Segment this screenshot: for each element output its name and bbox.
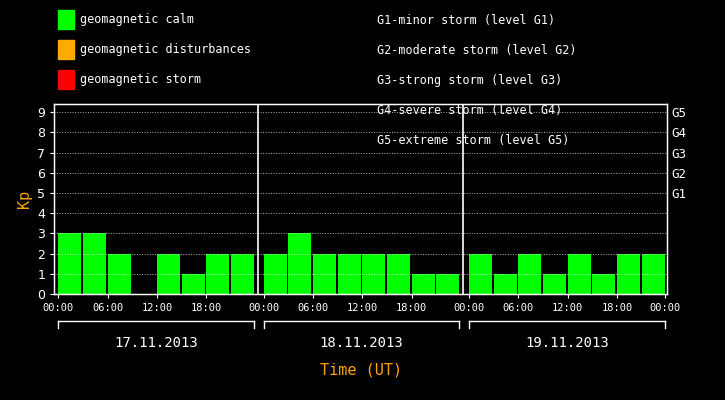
Text: 18.11.2013: 18.11.2013 <box>320 336 403 350</box>
Text: geomagnetic storm: geomagnetic storm <box>80 73 201 86</box>
Bar <box>494 274 517 294</box>
Y-axis label: Kp: Kp <box>17 190 32 208</box>
Bar <box>642 254 665 294</box>
Text: Time (UT): Time (UT) <box>320 362 402 378</box>
Text: geomagnetic calm: geomagnetic calm <box>80 13 194 26</box>
Text: 17.11.2013: 17.11.2013 <box>115 336 198 350</box>
Bar <box>617 254 640 294</box>
Bar <box>518 254 542 294</box>
Text: G2-moderate storm (level G2): G2-moderate storm (level G2) <box>377 44 576 57</box>
Text: G1-minor storm (level G1): G1-minor storm (level G1) <box>377 14 555 27</box>
Bar <box>338 254 360 294</box>
Bar <box>207 254 229 294</box>
Text: 19.11.2013: 19.11.2013 <box>525 336 609 350</box>
Bar <box>83 233 106 294</box>
Bar <box>362 254 385 294</box>
Bar <box>412 274 434 294</box>
Bar <box>157 254 180 294</box>
Bar <box>387 254 410 294</box>
Bar <box>436 274 459 294</box>
Text: G4-severe storm (level G4): G4-severe storm (level G4) <box>377 104 563 117</box>
Text: geomagnetic disturbances: geomagnetic disturbances <box>80 43 251 56</box>
Bar <box>313 254 336 294</box>
Bar <box>469 254 492 294</box>
Bar <box>108 254 130 294</box>
Text: G3-strong storm (level G3): G3-strong storm (level G3) <box>377 74 563 87</box>
Bar <box>182 274 204 294</box>
Bar <box>264 254 287 294</box>
Text: G5-extreme storm (level G5): G5-extreme storm (level G5) <box>377 134 569 147</box>
Bar <box>231 254 254 294</box>
Bar <box>543 274 566 294</box>
Bar <box>592 274 616 294</box>
Bar <box>59 233 81 294</box>
Bar <box>289 233 312 294</box>
Bar <box>568 254 591 294</box>
